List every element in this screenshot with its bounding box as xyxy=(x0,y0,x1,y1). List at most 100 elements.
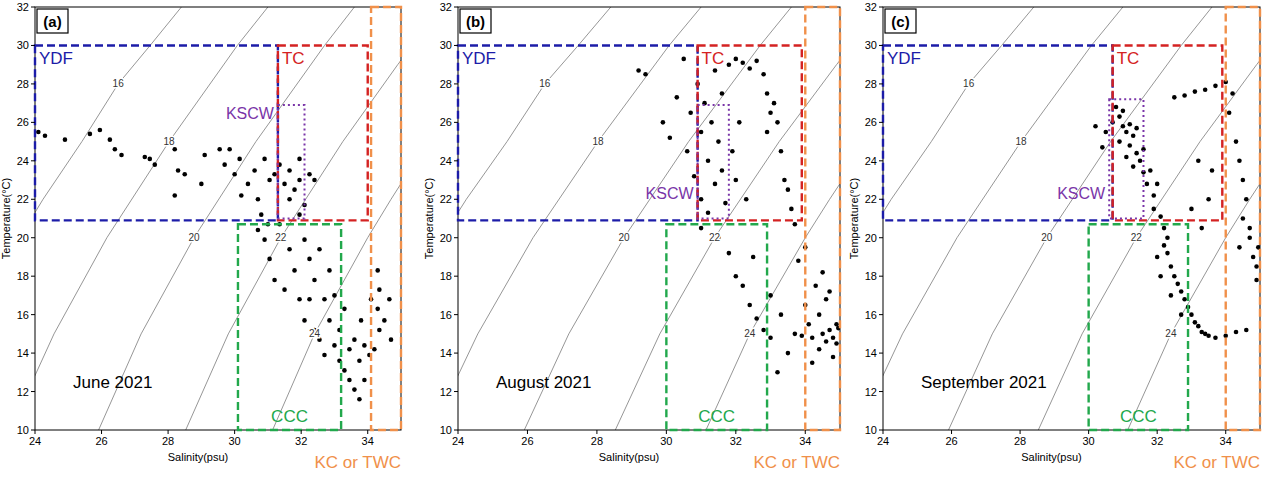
data-point xyxy=(834,341,839,346)
data-point xyxy=(1124,130,1129,135)
y-tick-label: 24 xyxy=(440,155,452,167)
y-tick-label: 10 xyxy=(17,424,29,436)
y-tick xyxy=(879,122,883,123)
data-point xyxy=(342,307,347,312)
isopycnal xyxy=(949,7,1213,430)
y-tick-label: 32 xyxy=(17,1,29,13)
isopycnal-group xyxy=(883,7,1260,430)
data-point xyxy=(681,57,686,62)
plot-frame xyxy=(35,7,401,430)
data-point xyxy=(1175,282,1180,287)
data-point xyxy=(256,228,261,233)
isopycnal-label: 16 xyxy=(963,78,975,89)
x-tick xyxy=(1157,430,1158,434)
water-mass-label: KSCW xyxy=(226,105,275,122)
data-point xyxy=(317,247,322,252)
data-point xyxy=(793,222,798,227)
data-point xyxy=(1124,155,1129,160)
data-point xyxy=(817,312,822,317)
data-point xyxy=(307,297,312,302)
data-point xyxy=(800,333,805,338)
isopycnal xyxy=(35,7,181,238)
y-tick xyxy=(31,199,35,200)
water-mass-box xyxy=(805,7,840,430)
isopycnal-label: 16 xyxy=(113,78,125,89)
data-point xyxy=(765,130,770,135)
x-tick-label: 30 xyxy=(1083,435,1095,447)
y-tick xyxy=(879,237,883,238)
data-point xyxy=(1254,278,1259,283)
x-axis-title: Salinity(psu) xyxy=(599,451,660,463)
x-tick xyxy=(666,430,667,434)
isopycnal-label: 22 xyxy=(275,232,287,243)
data-point xyxy=(1148,168,1153,173)
data-point xyxy=(302,318,307,323)
y-tick-label: 10 xyxy=(440,424,452,436)
data-point xyxy=(1182,297,1187,302)
data-point xyxy=(143,155,148,160)
data-point xyxy=(754,59,759,64)
y-tick xyxy=(31,45,35,46)
data-point xyxy=(810,360,815,365)
data-point xyxy=(734,57,739,62)
data-point xyxy=(1254,264,1259,269)
data-point xyxy=(713,68,718,73)
data-point xyxy=(297,297,302,302)
water-mass-label: TC xyxy=(702,49,725,68)
data-point xyxy=(377,328,382,333)
y-tick-label: 14 xyxy=(865,347,877,359)
data-point xyxy=(747,66,752,71)
data-point xyxy=(688,110,693,115)
data-point xyxy=(1179,289,1184,294)
data-point xyxy=(1247,235,1252,240)
isopycnal xyxy=(883,7,1034,238)
data-point xyxy=(713,182,718,187)
isopycnal xyxy=(99,7,355,430)
data-point xyxy=(1165,235,1170,240)
y-tick-label: 12 xyxy=(17,386,29,398)
isopycnal xyxy=(458,7,611,238)
y-tick-label: 24 xyxy=(17,155,29,167)
y-tick-label: 14 xyxy=(17,347,29,359)
data-point xyxy=(113,147,118,152)
data-point xyxy=(202,153,207,158)
data-point xyxy=(1227,110,1232,115)
x-tick xyxy=(883,430,884,434)
y-tick-label: 20 xyxy=(17,232,29,244)
data-point xyxy=(720,91,725,96)
data-point xyxy=(1244,328,1249,333)
data-point xyxy=(307,257,312,262)
data-point xyxy=(1206,333,1211,338)
data-point xyxy=(727,251,732,256)
data-point xyxy=(362,378,367,383)
data-point xyxy=(237,157,242,162)
data-point xyxy=(831,335,836,340)
data-point xyxy=(352,387,357,392)
isopycnal-label: 20 xyxy=(188,232,200,243)
water-mass-box xyxy=(371,7,401,430)
water-mass-box xyxy=(238,224,341,430)
data-point xyxy=(1196,159,1201,164)
data-point xyxy=(327,268,332,273)
data-point xyxy=(1134,126,1139,131)
data-point xyxy=(813,283,818,288)
data-point xyxy=(362,343,367,348)
water-mass-label: KC or TWC xyxy=(753,453,840,472)
data-point xyxy=(1121,124,1126,129)
data-point xyxy=(239,193,244,198)
isopycnal-label: 18 xyxy=(592,136,604,147)
data-point xyxy=(775,120,780,125)
data-point xyxy=(297,178,302,183)
y-tick-label: 12 xyxy=(865,386,877,398)
isopycnal-label: 24 xyxy=(744,328,756,339)
data-point xyxy=(377,287,382,292)
isopycnal-label: 22 xyxy=(709,232,721,243)
data-point xyxy=(1213,84,1218,89)
data-point xyxy=(1155,182,1160,187)
data-point xyxy=(793,332,798,337)
y-tick xyxy=(454,45,458,46)
data-point xyxy=(1189,312,1194,317)
water-mass-box xyxy=(666,224,767,430)
data-point xyxy=(685,149,690,154)
data-point xyxy=(227,147,232,152)
